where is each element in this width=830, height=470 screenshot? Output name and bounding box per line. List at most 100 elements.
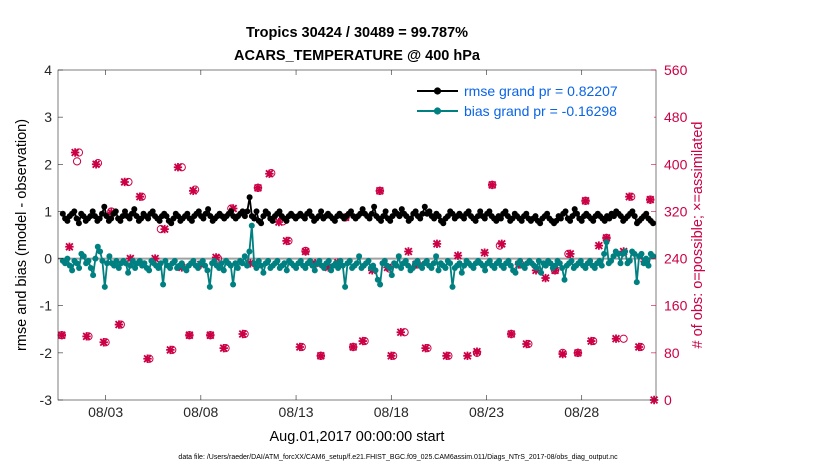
rmse-point — [184, 210, 191, 217]
bias-point — [402, 257, 409, 264]
bias-point — [365, 257, 372, 264]
plot-frame — [57, 69, 657, 401]
bias-point — [190, 257, 197, 264]
bias-point — [244, 262, 251, 269]
bias-point — [409, 265, 416, 271]
bias-point — [127, 262, 134, 269]
obs-assimilated-point — [189, 186, 198, 196]
rmse-point — [126, 215, 133, 222]
rmse-point — [435, 213, 442, 220]
bias-point — [622, 248, 629, 255]
bias-point — [241, 253, 248, 260]
rmse-point — [497, 215, 504, 222]
rmse-point — [202, 210, 209, 217]
rmse-point — [371, 203, 378, 210]
bias-point — [160, 281, 167, 288]
bias-point — [255, 257, 262, 264]
obs-assimilated-point — [442, 351, 451, 361]
rmse-point — [112, 208, 119, 215]
rmse-point — [396, 213, 403, 220]
bias-point — [129, 257, 136, 264]
obs-assimilated-point — [358, 336, 367, 346]
rmse-point — [73, 215, 80, 222]
rmse-point — [553, 217, 560, 224]
rmse-point — [276, 208, 283, 215]
rmse-point — [239, 208, 246, 215]
bias-point — [596, 257, 603, 264]
obs-assimilated-point — [91, 160, 101, 169]
rmse-point — [265, 210, 271, 217]
bias-point — [598, 262, 605, 269]
rmse-point — [523, 210, 530, 217]
bias-point — [482, 267, 489, 274]
rmse-point — [145, 215, 152, 222]
y-tick-label: 0 — [44, 251, 52, 267]
rmse-point — [241, 213, 248, 220]
bias-point — [638, 250, 645, 257]
rmse-point — [200, 215, 207, 222]
obs-assimilated-point — [265, 169, 274, 178]
rmse-point — [368, 210, 375, 217]
rmse-point — [481, 215, 488, 222]
bias-point — [456, 260, 463, 267]
legend-bias-label: bias grand pr = -0.16298 — [464, 103, 617, 119]
plot-area — [58, 70, 656, 400]
rmse-point — [382, 208, 389, 215]
bias-point — [220, 267, 227, 274]
bias-point — [601, 250, 608, 257]
rmse-point — [308, 213, 315, 220]
obs-assimilated-point — [453, 251, 463, 260]
obs-assimilated-point — [70, 148, 80, 157]
rmse-point — [175, 213, 182, 220]
legend-rmse-marker — [433, 87, 442, 95]
bias-point — [248, 222, 255, 229]
bias-point — [386, 265, 393, 271]
rmse-point — [486, 208, 493, 215]
y2-tick-label: 80 — [664, 345, 680, 361]
bias-point — [419, 265, 426, 271]
bias-point — [538, 269, 545, 276]
bias-point — [253, 265, 260, 271]
x-tick-label: 08/13 — [279, 404, 314, 420]
rmse-point — [122, 208, 128, 215]
bias-point — [633, 279, 640, 286]
bias-point — [230, 281, 237, 288]
bias-point — [218, 260, 225, 267]
obs-assimilated-point — [219, 343, 228, 353]
bias-point — [335, 265, 342, 271]
rmse-point — [128, 210, 135, 217]
bias-point — [559, 265, 566, 271]
bias-point — [162, 257, 169, 264]
bias-point — [232, 260, 239, 267]
bias-point — [561, 276, 568, 283]
rmse-point — [477, 208, 484, 215]
rmse-point — [195, 208, 202, 215]
obs-assimilated-point — [594, 241, 604, 250]
obs-assimilated-point — [143, 354, 152, 363]
bias-point — [500, 265, 507, 271]
rmse-point — [207, 213, 214, 220]
bias-point — [97, 248, 104, 255]
rmse-point — [149, 208, 156, 215]
obs-assimilated-point — [238, 329, 247, 339]
obs-assimilated-point — [558, 349, 567, 359]
rmse-point — [71, 208, 78, 215]
bias-point — [94, 243, 101, 250]
bias-point — [239, 260, 246, 267]
rmse-point — [426, 208, 433, 215]
rmse-point — [156, 217, 163, 224]
bias-point — [122, 260, 129, 267]
rmse-point — [318, 208, 325, 215]
bias-point — [370, 262, 377, 269]
y-tick-label: -3 — [40, 392, 53, 408]
bias-point — [297, 257, 304, 264]
legend-bias-marker — [433, 107, 442, 115]
obs-assimilated-point — [581, 196, 590, 206]
obs-assimilated-point — [573, 348, 583, 358]
bias-point — [608, 257, 615, 264]
bias-point — [377, 281, 384, 288]
y-tick-label: 2 — [44, 156, 52, 172]
obs-assimilated-point — [253, 183, 263, 193]
obs-assimilated-point — [65, 242, 74, 251]
rmse-point — [544, 210, 551, 217]
